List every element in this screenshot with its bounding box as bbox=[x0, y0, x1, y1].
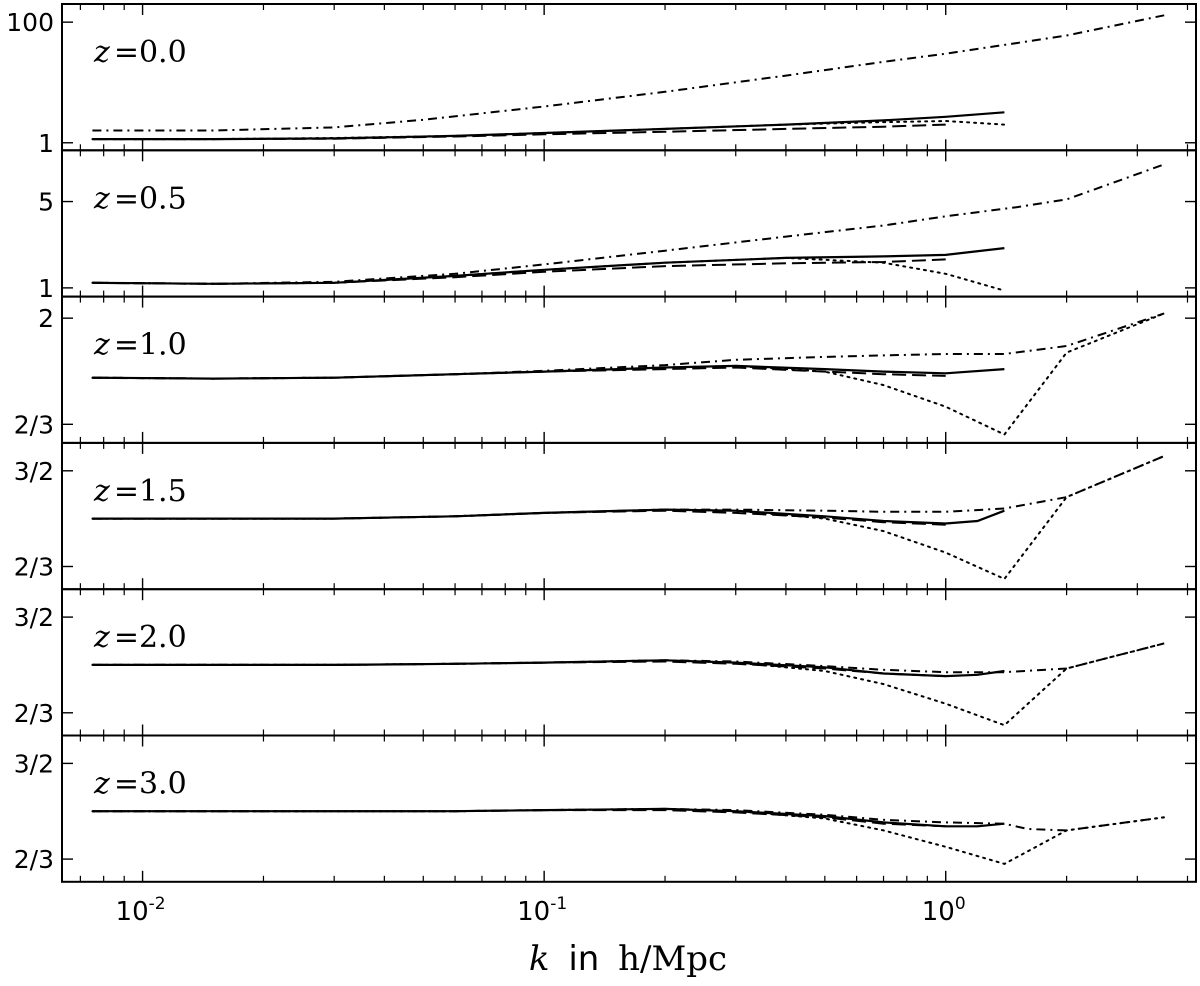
x-tick-base: 10 bbox=[517, 897, 550, 927]
series-solid-line bbox=[92, 508, 1005, 525]
y-tick-label: 1 bbox=[38, 274, 54, 303]
panel-label: z =0.0 bbox=[93, 35, 187, 70]
series-solid-line bbox=[92, 111, 1005, 141]
series-dashdot-line bbox=[92, 807, 1165, 832]
panel-frame bbox=[61, 441, 1197, 591]
panel-label-value: =3.0 bbox=[114, 767, 187, 802]
panel-frame bbox=[61, 588, 1197, 737]
x-tick-label: 100 bbox=[922, 894, 966, 927]
y-tick-label: 2/3 bbox=[14, 699, 54, 728]
panel-label-variable: z bbox=[93, 620, 110, 655]
y-tick-label: 3/2 bbox=[14, 457, 54, 486]
x-axis-label: k in h/Mpc bbox=[529, 939, 727, 979]
series-dashdot-line bbox=[92, 14, 1165, 132]
series-dotted-line bbox=[91, 455, 1166, 581]
series-dashed-line bbox=[92, 809, 946, 828]
x-axis-label-variable: k bbox=[529, 939, 550, 979]
panel-frame bbox=[61, 734, 1197, 883]
series-dashdot-line bbox=[92, 163, 1165, 285]
panel-label-variable: z bbox=[93, 767, 110, 802]
x-tick-label: 10-1 bbox=[517, 894, 567, 927]
panel-4: 2/3 3/2 z =1.5 bbox=[14, 441, 1197, 591]
series-dotted-line bbox=[91, 256, 1006, 292]
panel-label-variable: z bbox=[93, 474, 110, 509]
series-dashdot-line bbox=[92, 455, 1165, 520]
panel-label: z =1.0 bbox=[93, 328, 187, 363]
panel-label: z =3.0 bbox=[93, 767, 187, 802]
panel-3: 2/3 2 z =1.0 bbox=[14, 295, 1197, 444]
series-dotted-line bbox=[91, 312, 1166, 436]
panel-label-value: =2.0 bbox=[114, 620, 187, 655]
y-tick-label: 1 bbox=[38, 129, 54, 158]
series-solid-line bbox=[92, 807, 1005, 828]
series-dashdot-line bbox=[92, 642, 1165, 674]
panel-frame bbox=[61, 3, 1197, 152]
y-tick-label: 3/2 bbox=[14, 749, 54, 778]
panel-label: z =0.5 bbox=[93, 181, 187, 216]
y-tick-label: 2/3 bbox=[14, 410, 54, 439]
y-tick-label: 2/3 bbox=[14, 845, 54, 874]
x-tick-label: 10-2 bbox=[116, 894, 166, 927]
series-dotted-line bbox=[91, 642, 1166, 727]
panel-label: z =1.5 bbox=[93, 474, 187, 509]
panel-1: 1 100 z =0.0 bbox=[6, 3, 1197, 158]
panel-label-variable: z bbox=[93, 181, 110, 216]
x-tick-exponent: -2 bbox=[149, 894, 166, 914]
panel-frame bbox=[61, 149, 1197, 298]
panel-5: 2/3 3/2 z =2.0 bbox=[14, 588, 1197, 737]
panel-6: 2/3 3/2 z =3.0 bbox=[14, 734, 1197, 883]
y-tick-label: 3/2 bbox=[14, 603, 54, 632]
panel-label-variable: z bbox=[93, 35, 110, 70]
panel-label-value: =1.0 bbox=[114, 328, 187, 363]
series-dotted-line bbox=[91, 119, 1006, 141]
y-tick-label: 100 bbox=[6, 8, 54, 37]
x-axis-label-unit: h/Mpc bbox=[618, 939, 727, 979]
series-dashed-line bbox=[92, 123, 946, 141]
series-solid-line bbox=[92, 247, 1005, 285]
x-tick-exponent: -1 bbox=[550, 894, 567, 914]
panel-label-value: =0.5 bbox=[114, 181, 187, 216]
x-tick-exponent: 0 bbox=[955, 894, 966, 914]
panel-label: z =2.0 bbox=[93, 620, 187, 655]
panel-label-value: =0.0 bbox=[114, 35, 187, 70]
series-dotted-line bbox=[91, 807, 1166, 865]
y-tick-label: 2/3 bbox=[14, 552, 54, 581]
x-axis-label-word: in bbox=[568, 939, 599, 979]
panel-2: 1 5 z =0.5 bbox=[38, 149, 1197, 303]
x-tick-base: 10 bbox=[922, 897, 955, 927]
y-tick-label: 2 bbox=[38, 304, 54, 333]
y-tick-label: 5 bbox=[38, 188, 54, 217]
panel-label-variable: z bbox=[93, 328, 110, 363]
x-tick-base: 10 bbox=[116, 897, 149, 927]
panel-label-value: =1.5 bbox=[114, 474, 187, 509]
